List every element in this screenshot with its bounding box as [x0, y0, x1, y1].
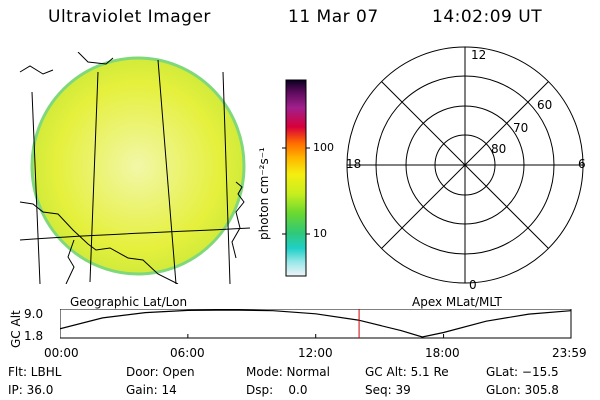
altitude-ytick-low: 1.8	[24, 329, 44, 343]
mlt-label-0: 0	[469, 278, 477, 292]
intensity-colorbar	[282, 79, 310, 277]
auroral-image-disc	[30, 56, 246, 276]
altitude-ytick-high: 9.0	[24, 307, 44, 321]
status-glat: GLat: −15.5	[486, 365, 559, 379]
altitude-xtick-0600: 06:00	[170, 346, 205, 360]
coastline	[231, 181, 245, 259]
mlat-label-70: 70	[513, 121, 529, 135]
meridian-line	[31, 91, 41, 284]
status-dsp: Dsp: 0.0	[246, 383, 308, 397]
meridian-line	[157, 59, 177, 284]
status-filter: Flt: LBHL	[8, 365, 62, 379]
status-seq: Seq: 39	[365, 383, 411, 397]
instrument-title: Ultraviolet Imager	[48, 7, 211, 27]
status-glon: GLon: 305.8	[486, 383, 559, 397]
observation-date: 11 Mar 07	[288, 7, 379, 27]
status-gain: Gain: 14	[126, 383, 177, 397]
apex-panel-label: Apex MLat/MLT	[412, 295, 502, 309]
coastline	[19, 201, 179, 284]
altitude-ylabel: GC Alt	[9, 310, 23, 348]
colorbar-tick-100: 100	[313, 141, 334, 154]
status-gc-alt: GC Alt: 5.1 Re	[365, 365, 449, 379]
geographic-panel-label: Geographic Lat/Lon	[70, 295, 188, 309]
altitude-xtick-1200: 12:00	[298, 346, 333, 360]
mlt-label-18: 18	[346, 157, 362, 171]
mlt-label-6: 6	[578, 157, 586, 171]
mlat-label-80: 80	[491, 142, 507, 156]
parallel-line	[19, 227, 250, 241]
status-ip: IP: 36.0	[8, 383, 54, 397]
uv-image-geographic	[19, 52, 250, 284]
altitude-series-line	[60, 309, 572, 338]
altitude-xtick-1800: 18:00	[425, 346, 460, 360]
coastline	[65, 239, 75, 284]
altitude-orbit-plot	[60, 309, 572, 339]
mlt-label-12: 12	[471, 48, 487, 62]
observation-time: 14:02:09 UT	[432, 7, 543, 27]
colorbar-tick-10: 10	[313, 227, 327, 240]
status-mode: Mode: Normal	[246, 365, 330, 379]
meridian-line	[222, 71, 231, 284]
coastline	[19, 65, 54, 75]
altitude-xtick-0000: 00:00	[44, 346, 79, 360]
altitude-xtick-2359: 23:59	[552, 346, 587, 360]
mlat-label-60: 60	[537, 98, 553, 112]
colorbar-unit-label: photon cm⁻²s⁻¹	[257, 147, 271, 240]
status-door: Door: Open	[126, 365, 195, 379]
polar-mlat-mlt-grid	[346, 46, 584, 284]
coastline	[77, 52, 114, 65]
